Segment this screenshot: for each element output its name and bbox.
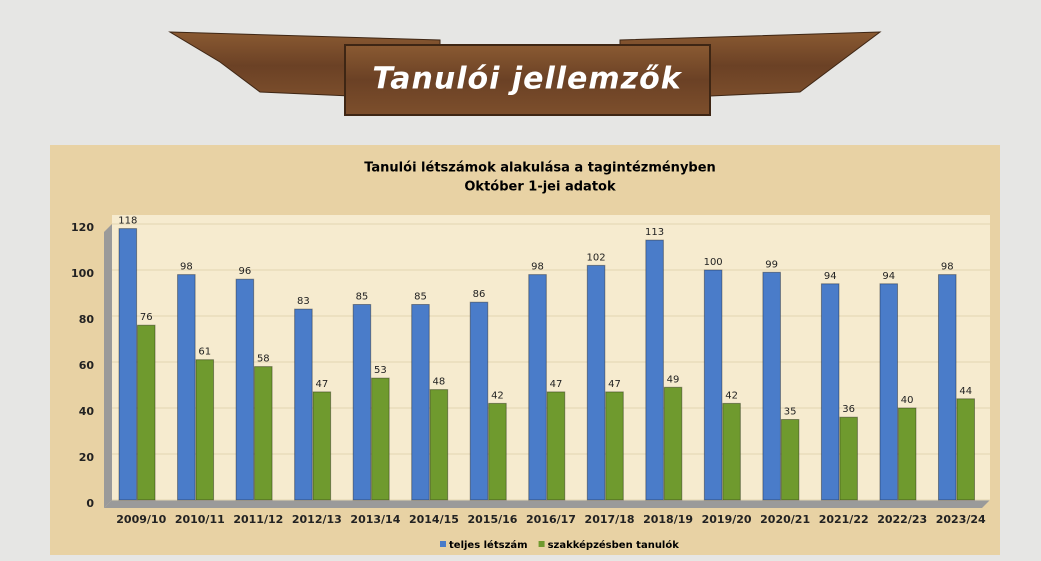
bar [295,309,313,500]
bar [236,279,254,500]
value-label: 36 [842,404,855,415]
value-label: 113 [645,227,664,238]
y-tick-label: 100 [71,267,94,280]
x-tick-label: 2012/13 [292,513,342,526]
value-label: 42 [725,390,738,401]
legend-swatch [440,541,446,547]
value-label: 42 [491,390,504,401]
bar [840,417,858,500]
bar [137,325,155,500]
y-tick-label: 20 [79,451,95,464]
y-tick-label: 0 [86,497,94,510]
bar [178,275,196,500]
bar [353,305,371,501]
x-tick-label: 2021/22 [819,513,869,526]
value-label: 44 [959,386,972,397]
value-label: 85 [356,292,369,303]
bar [938,275,956,500]
bar [704,270,722,500]
value-label: 53 [374,365,387,376]
bar [470,302,488,500]
x-tick-label: 2014/15 [409,513,459,526]
bar [898,408,916,500]
value-label: 58 [257,354,270,365]
bar [763,272,781,500]
y-tick-label: 120 [71,221,94,234]
bar [255,367,273,500]
value-label: 100 [704,257,723,268]
value-label: 94 [824,271,837,282]
chart-title: Tanulói létszámok alakulása a tagintézmé… [364,161,716,176]
x-tick-label: 2016/17 [526,513,576,526]
chart-subtitle: Október 1-jei adatok [464,180,616,195]
bar [664,387,682,500]
value-label: 47 [315,379,328,390]
slide: Tanulói jellemzők Tanulói létszámok alak… [0,0,1041,561]
value-label: 98 [180,262,193,273]
value-label: 83 [297,296,310,307]
value-label: 118 [118,216,137,227]
bar [957,399,975,500]
x-tick-label: 2013/14 [350,513,400,526]
value-label: 98 [941,262,954,273]
x-tick-label: 2017/18 [585,513,635,526]
value-label: 99 [765,259,778,270]
x-tick-label: 2015/16 [467,513,517,526]
x-tick-label: 2020/21 [760,513,810,526]
bar [880,284,898,500]
bar [547,392,565,500]
bar [606,392,624,500]
value-label: 96 [239,266,252,277]
bar [430,390,448,500]
y-tick-label: 80 [79,313,95,326]
value-label: 47 [550,379,563,390]
value-label: 47 [608,379,621,390]
x-tick-label: 2018/19 [643,513,693,526]
bar [723,403,741,500]
value-label: 61 [198,347,211,358]
value-label: 76 [140,312,153,323]
value-label: 102 [587,252,606,263]
bar [781,420,799,501]
value-label: 40 [901,395,914,406]
bar [646,240,664,500]
y-tick-label: 60 [79,359,95,372]
x-tick-label: 2019/20 [702,513,752,526]
legend-label: szakképzésben tanulók [548,539,680,551]
value-label: 86 [473,289,486,300]
bar [372,378,390,500]
x-tick-label: 2022/23 [877,513,927,526]
bar [489,403,507,500]
value-label: 48 [433,377,446,388]
bar [587,265,605,500]
x-tick-label: 2010/11 [175,513,225,526]
value-label: 49 [667,374,680,385]
y-tick-label: 40 [79,405,95,418]
x-tick-label: 2011/12 [233,513,283,526]
value-label: 98 [531,262,544,273]
legend-swatch [539,541,545,547]
bar [196,360,214,500]
value-label: 35 [784,407,797,418]
value-label: 94 [882,271,895,282]
axis-floor [104,500,990,508]
bar [313,392,331,500]
bar [821,284,839,500]
x-tick-label: 2023/24 [936,513,986,526]
legend-label: teljes létszám [449,539,528,551]
x-tick-label: 2009/10 [116,513,166,526]
bar [412,305,430,501]
value-label: 85 [414,292,427,303]
page-title: Tanulói jellemzők [372,62,682,97]
bar [529,275,547,500]
axis-wall [104,224,112,508]
bar [119,229,137,500]
